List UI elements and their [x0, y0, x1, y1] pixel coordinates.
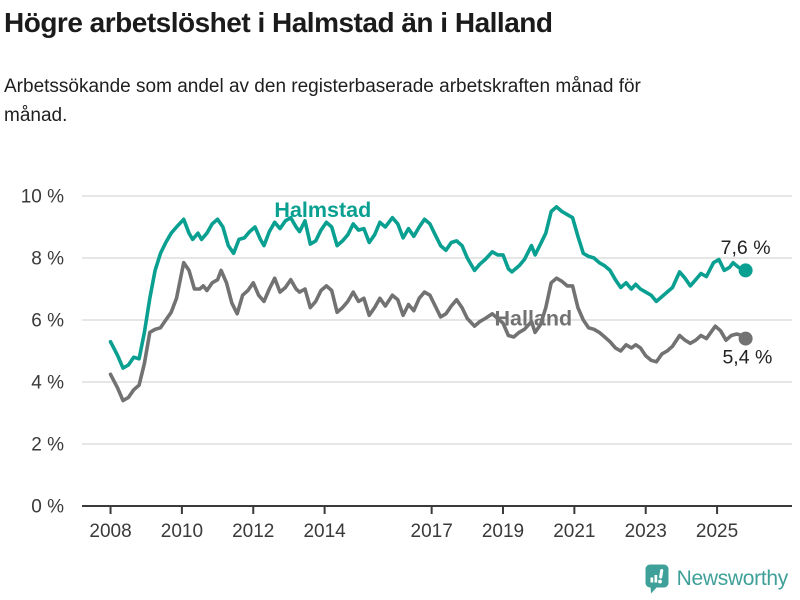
y-tick-label: 10 %: [21, 187, 64, 208]
x-tick-label: 2010: [161, 521, 203, 542]
x-tick-label: 2021: [553, 521, 595, 542]
y-tick-label: 4 %: [31, 373, 64, 394]
newsworthy-logo: Newsworthy: [645, 564, 788, 594]
y-tick-label: 8 %: [31, 249, 64, 270]
x-tick-label: 2023: [625, 521, 667, 542]
series-end-dot-halland: [738, 331, 753, 346]
chart-subtitle: Arbetssökande som andel av den registerb…: [4, 76, 641, 126]
series-label-halmstad: Halmstad: [274, 198, 371, 222]
x-tick-label: 2008: [89, 521, 131, 542]
x-tick-label: 2014: [303, 521, 346, 542]
y-tick-label: 2 %: [31, 435, 64, 456]
series-label-halland: Halland: [495, 306, 573, 330]
x-tick-label: 2012: [232, 521, 274, 542]
brand-name: Newsworthy: [676, 567, 789, 590]
page-title: Högre arbetslöshet i Halmstad än i Halla…: [4, 7, 553, 38]
bar-chart-bubble-icon: [645, 564, 669, 594]
x-tick-label: 2019: [482, 521, 524, 542]
unemployment-line-chart: 10 % 8 % 6 % 4 % 2 % 0 % 2008 2010 2012 2014 2017 2…: [21, 187, 792, 542]
x-tick-label: 2017: [411, 521, 453, 542]
series-value-label-halmstad: 7,6 %: [721, 237, 771, 259]
series-line-halmstad: [108, 204, 748, 370]
series-value-label-halland: 5,4 %: [722, 347, 772, 369]
y-tick-label: 0 %: [31, 497, 64, 518]
series-line-halland: [108, 260, 748, 403]
x-tick-label: 2025: [696, 521, 738, 542]
series-end-dot-halmstad: [738, 263, 753, 278]
y-tick-label: 6 %: [31, 311, 64, 332]
